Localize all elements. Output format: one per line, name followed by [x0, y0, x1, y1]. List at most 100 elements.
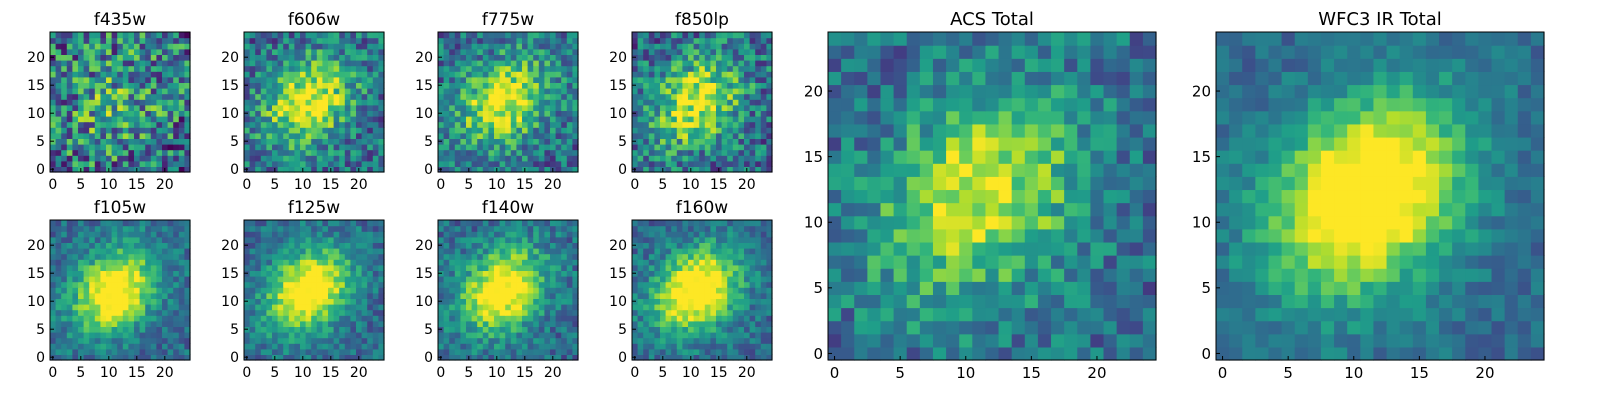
heatmap-cell [755, 144, 762, 151]
heatmap-cell [460, 166, 467, 173]
heatmap-cell [316, 348, 323, 355]
heatmap-cell [50, 253, 57, 260]
heatmap-cell [744, 99, 751, 106]
heatmap-cell [94, 354, 101, 361]
heatmap-cell [266, 236, 273, 243]
heatmap-cell [328, 48, 335, 55]
heatmap-cell [466, 304, 473, 311]
heatmap-cell [550, 304, 557, 311]
heatmap-cell [632, 76, 639, 83]
heatmap-cell [89, 82, 96, 89]
heatmap-cell [704, 144, 711, 151]
heatmap-cell [654, 259, 661, 266]
heatmap-cell [499, 76, 506, 83]
heatmap-cell [50, 48, 57, 55]
heatmap-cell [339, 292, 346, 299]
heatmap-cell [755, 343, 762, 350]
heatmap-cell [544, 304, 551, 311]
heatmap-cell [727, 104, 734, 111]
heatmap-cell [544, 32, 551, 39]
heatmap-cell [61, 326, 68, 333]
heatmap-cell [266, 259, 273, 266]
heatmap-cell [671, 343, 678, 350]
heatmap-cell [637, 298, 644, 305]
heatmap-cell [50, 264, 57, 271]
heatmap-cell [55, 160, 62, 167]
heatmap-cell [466, 54, 473, 61]
heatmap-cell [305, 304, 312, 311]
heatmap-cell [184, 326, 191, 333]
heatmap-cell [145, 60, 152, 67]
heatmap-cell [322, 326, 329, 333]
heatmap-cell [372, 160, 379, 167]
heatmap-cell [372, 127, 379, 134]
heatmap-cell [311, 287, 318, 294]
heatmap-cell [727, 127, 734, 134]
heatmap-cell [61, 248, 68, 255]
heatmap-cell [300, 264, 307, 271]
heatmap-cell [693, 332, 700, 339]
heatmap-cell [61, 93, 68, 100]
heatmap-cell [566, 281, 573, 288]
heatmap-cell [288, 287, 295, 294]
heatmap-cell [499, 264, 506, 271]
heatmap-cell [716, 127, 723, 134]
heatmap-cell [522, 225, 529, 232]
heatmap-cell [482, 309, 489, 316]
heatmap-cell [134, 116, 141, 123]
heatmap-cell [139, 88, 146, 95]
heatmap-cell [538, 54, 545, 61]
heatmap-cell [555, 160, 562, 167]
heatmap-cell [760, 32, 767, 39]
heatmap-cell [637, 110, 644, 117]
heatmap-cell [704, 82, 711, 89]
heatmap-cell [83, 298, 90, 305]
heatmap-cell [122, 315, 129, 322]
heatmap-cell [544, 121, 551, 128]
heatmap-cell [637, 121, 644, 128]
heatmap-cell [538, 264, 545, 271]
heatmap-cell [755, 354, 762, 361]
heatmap-cell [477, 37, 484, 44]
heatmap-cell [139, 60, 146, 67]
heatmap-cell [516, 155, 523, 162]
heatmap-cell [89, 127, 96, 134]
heatmap-cell [454, 32, 461, 39]
heatmap-cell [704, 304, 711, 311]
heatmap-cell [167, 315, 174, 322]
heatmap-cell [460, 76, 467, 83]
heatmap-cell [294, 116, 301, 123]
heatmap-cell [150, 116, 157, 123]
heatmap-cell [167, 132, 174, 139]
heatmap-cell [106, 48, 113, 55]
heatmap-cell [328, 236, 335, 243]
heatmap-cell [494, 60, 501, 67]
heatmap-cell [72, 76, 79, 83]
heatmap-cell [178, 82, 185, 89]
heatmap-cell [482, 225, 489, 232]
heatmap-cell [367, 337, 374, 344]
heatmap-cell [244, 253, 251, 260]
heatmap-cell [572, 43, 579, 50]
heatmap-cell [139, 220, 146, 227]
heatmap-cell [550, 231, 557, 238]
heatmap-cell [721, 298, 728, 305]
heatmap-cell [682, 160, 689, 167]
heatmap-cell [328, 242, 335, 249]
heatmap-cell [566, 298, 573, 305]
heatmap-cell [266, 281, 273, 288]
heatmap-cell [294, 292, 301, 299]
heatmap-cell [249, 149, 256, 156]
heatmap-cell [550, 259, 557, 266]
heatmap-cell [156, 48, 163, 55]
heatmap-cell [494, 160, 501, 167]
heatmap-cell [361, 309, 368, 316]
heatmap-cell [61, 315, 68, 322]
heatmap-cell [94, 43, 101, 50]
heatmap-cell [572, 93, 579, 100]
heatmap-cell [505, 348, 512, 355]
heatmap-cell [566, 220, 573, 227]
heatmap-cell [527, 104, 534, 111]
heatmap-cell [648, 309, 655, 316]
